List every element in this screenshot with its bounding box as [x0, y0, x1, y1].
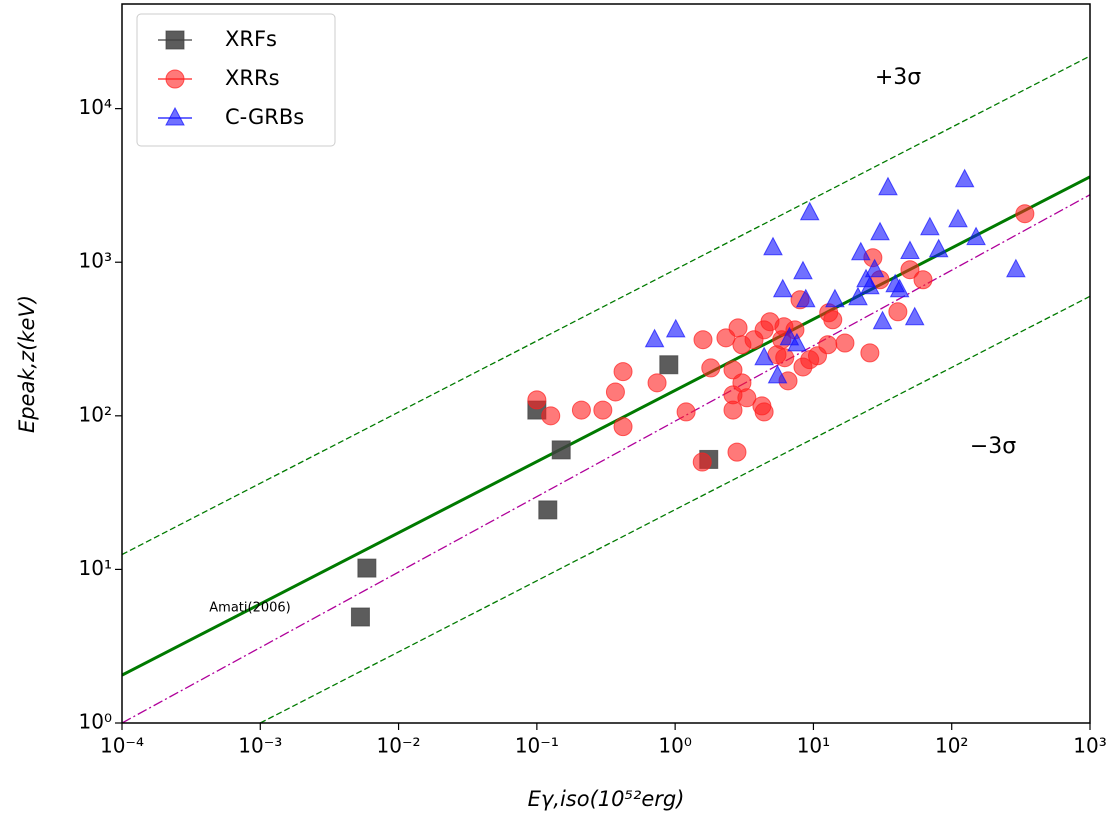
data-point [878, 176, 898, 196]
legend-label: C-GRBs [225, 105, 304, 129]
data-point [872, 310, 893, 330]
data-point [593, 400, 613, 420]
y-tick-label: 10² [79, 402, 112, 426]
data-point [860, 275, 880, 295]
fit-line [122, 55, 1090, 556]
data-point [954, 168, 975, 188]
data-point [888, 302, 908, 322]
legend: XRFs XRRs C-GRBs [136, 13, 336, 147]
data-point [737, 388, 757, 408]
data-point [701, 358, 721, 378]
x-tick-label: 10³ [1073, 734, 1106, 758]
legend-label: XRRs [225, 66, 280, 90]
data-point [870, 221, 890, 241]
data-point [1015, 204, 1035, 224]
data-point [613, 417, 633, 437]
legend-marker [165, 30, 185, 50]
data-point [793, 260, 813, 280]
x-tick-label: 10⁻² [377, 734, 421, 758]
data-point [676, 402, 696, 422]
data-point [350, 607, 370, 627]
data-point [900, 260, 920, 280]
data-point [644, 328, 665, 348]
data-point [818, 335, 838, 355]
data-point [913, 270, 933, 290]
x-tick-label: 10⁻¹ [515, 734, 559, 758]
data-point [571, 400, 591, 420]
data-point [825, 288, 845, 308]
data-point [1006, 258, 1026, 278]
y-tick-label: 10³ [79, 249, 112, 273]
data-point [900, 240, 920, 259]
data-point [948, 208, 968, 228]
data-point [763, 236, 783, 256]
data-point [693, 330, 713, 350]
data-point [728, 318, 748, 338]
fit-line [122, 194, 1090, 723]
x-tick-label: 10² [935, 734, 968, 758]
y-tick-label: 10¹ [79, 556, 112, 580]
data-point [889, 278, 910, 298]
data-point [605, 382, 625, 402]
data-point [835, 333, 855, 353]
fit-line [122, 175, 1090, 677]
data-point [928, 238, 949, 258]
data-point [860, 343, 880, 363]
data-point [659, 355, 679, 375]
data-point [551, 440, 571, 460]
data-point [727, 442, 747, 462]
legend-marker [165, 69, 185, 89]
data-point [799, 201, 820, 221]
x-tick-label: 10⁻³ [238, 734, 282, 758]
data-point [864, 258, 885, 278]
data-point [920, 216, 940, 236]
data-point [647, 373, 667, 393]
plot-area [122, 55, 1090, 723]
legend-marker [165, 106, 185, 126]
data-point [613, 362, 633, 382]
y-tick-label: 10⁴ [79, 95, 112, 119]
legend-label: XRFs [225, 27, 277, 51]
data-point [904, 306, 925, 326]
annotation: Amati(2006) [209, 601, 290, 616]
data-point [823, 310, 843, 330]
x-axis-label: Eγ,iso(10⁵²erg) [528, 787, 685, 811]
data-point [692, 452, 712, 472]
data-point [665, 318, 686, 338]
data-point [966, 226, 986, 246]
fit-line [259, 295, 1090, 723]
data-point [767, 364, 788, 384]
y-axis-label: Epeak,z(keV) [15, 295, 39, 433]
data-point [850, 241, 871, 261]
data-point [795, 288, 816, 308]
x-tick-label: 10⁰ [658, 734, 691, 758]
data-point [357, 558, 377, 578]
data-point [787, 332, 807, 352]
x-tick-label: 10¹ [797, 734, 830, 758]
data-point [848, 286, 868, 306]
data-point [541, 406, 561, 426]
y-tick-label: 10⁰ [79, 710, 112, 734]
x-tick-label: 10⁻⁴ [100, 734, 144, 758]
annotation: +3σ [875, 65, 921, 90]
data-point [754, 346, 774, 366]
annotation: −3σ [970, 434, 1016, 459]
data-point [772, 278, 793, 298]
legend-box [136, 13, 336, 147]
axes-frame [121, 3, 1091, 724]
data-point [538, 500, 558, 520]
data-point [754, 402, 774, 422]
data-point [527, 390, 547, 410]
data-point [775, 348, 795, 368]
